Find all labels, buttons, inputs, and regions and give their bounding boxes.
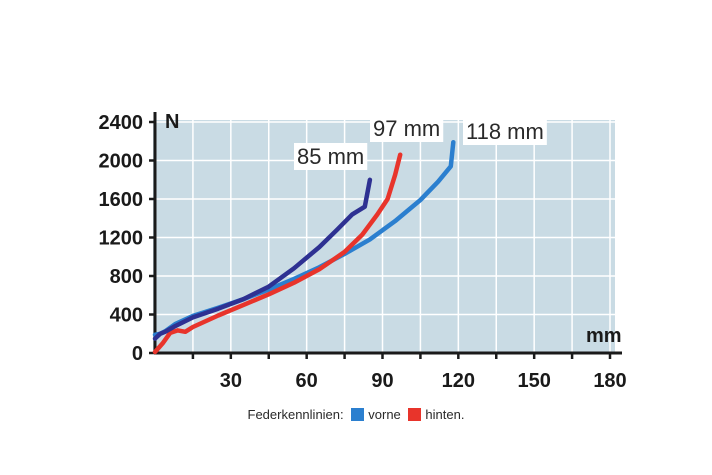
annotations: 118 mm 97 mm 85 mm [294, 115, 547, 170]
y-tick-label: 800 [110, 266, 143, 288]
annotation-bg [294, 143, 368, 170]
tick-labels: 0 400 800 1200 1600 2000 2400 30 60 90 120 150 180 [99, 112, 627, 392]
y-axis-unit: N [165, 111, 179, 133]
x-tick-label: 150 [517, 370, 550, 392]
axes [149, 112, 622, 359]
series-line-series-2 [152, 177, 373, 341]
y-tick-label: 2400 [99, 112, 144, 134]
series-annotation-1: 97 mm [373, 116, 440, 141]
legend-item-hinten: hinten. [425, 407, 465, 422]
annotation-bg [463, 118, 547, 145]
y-tick-label: 1600 [99, 189, 144, 211]
x-tick-label: 30 [220, 370, 242, 392]
series-annotation-0: 118 mm [466, 119, 544, 144]
x-tick-label: 60 [296, 370, 318, 392]
y-tick-label: 1200 [99, 228, 144, 250]
x-tick-label: 180 [593, 370, 626, 392]
legend: Federkennlinien: vorne hinten. [0, 407, 712, 422]
y-tick-label: 0 [132, 343, 143, 365]
y-tick-label: 2000 [99, 151, 144, 173]
y-tick-label: 400 [110, 305, 143, 327]
series-line-hinten [152, 152, 403, 355]
legend-label: Federkennlinien: [247, 407, 344, 422]
x-tick-label: 90 [371, 370, 393, 392]
legend-swatch-hinten [408, 408, 422, 421]
series-annotation-2: 85 mm [297, 144, 364, 169]
x-axis-unit: mm [586, 325, 622, 347]
annotation-bg [370, 115, 444, 142]
series-lines [152, 139, 456, 355]
legend-item-vorne: vorne [368, 407, 401, 422]
legend-swatch-vorne [351, 408, 365, 421]
spring-rate-chart: 118 mm 97 mm 85 mm 0 400 800 1200 1600 2000 2400… [99, 111, 627, 392]
x-tick-label: 120 [442, 370, 475, 392]
plot-background [153, 120, 615, 353]
